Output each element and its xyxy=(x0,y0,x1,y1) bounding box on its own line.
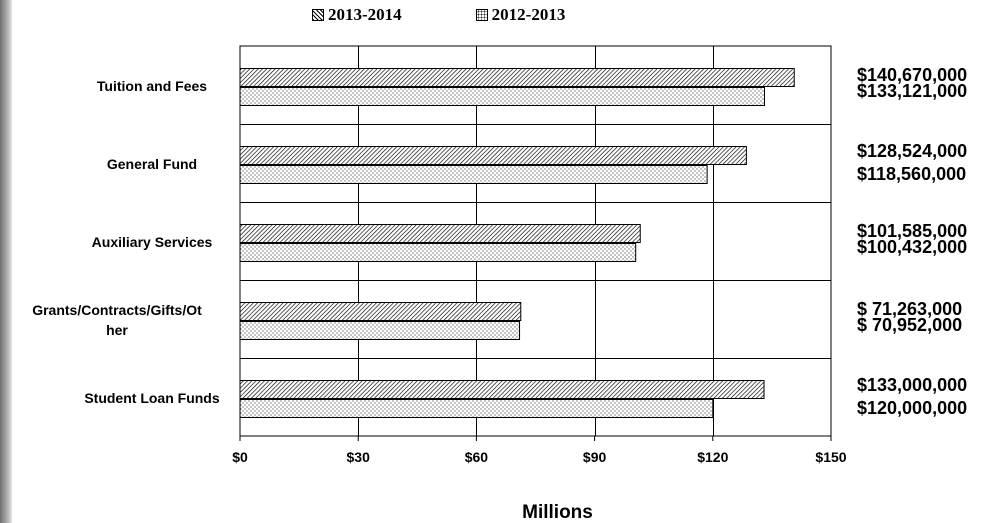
legend-label-series-1: 2013-2014 xyxy=(328,5,402,24)
bar-series-1-category-1 xyxy=(239,68,795,87)
legend-swatch-dot-icon xyxy=(475,9,488,21)
x-tick-label-1: $30 xyxy=(347,449,371,465)
value-label-series-1-category-4: $ 71,263,000 xyxy=(857,299,962,319)
legend: 2013-2014 2012-2013 xyxy=(312,4,565,26)
category-label-line: Auxiliary Services xyxy=(92,234,213,250)
category-label-line: Student Loan Funds xyxy=(84,390,220,406)
value-label-series-1-category-2: $128,524,000 xyxy=(857,141,967,161)
legend-swatch-hatch-icon xyxy=(312,9,324,21)
bar-series-2-category-5 xyxy=(239,399,714,418)
text-layer: $0 $30 $60 $90 $120 $150 Millions Tuition and F… xyxy=(32,65,967,523)
x-tick-label-4: $120 xyxy=(697,449,728,465)
bar-layer xyxy=(239,68,795,418)
left-shadow-edge xyxy=(0,0,12,523)
bar-series-2-category-2 xyxy=(239,165,708,184)
category-label-line: Grants/Contracts/Gifts/Ot xyxy=(32,302,202,318)
category-label-line: her xyxy=(106,322,128,338)
bar-series-1-category-3 xyxy=(239,224,641,243)
value-label-series-1-category-1: $140,670,000 xyxy=(857,65,967,85)
x-tick-label-2: $60 xyxy=(465,449,489,465)
value-label-series-2-category-5: $120,000,000 xyxy=(857,398,967,418)
x-tick-label-3: $90 xyxy=(583,449,607,465)
category-label-3: Auxiliary Services xyxy=(92,234,213,250)
bar-series-2-category-1 xyxy=(239,87,765,106)
category-label-5: Student Loan Funds xyxy=(84,390,220,406)
category-label-4: Grants/Contracts/Gifts/Ot her xyxy=(32,302,202,338)
value-label-series-2-category-1: $133,121,000 xyxy=(857,81,967,101)
x-tick-label-0: $0 xyxy=(232,449,248,465)
value-label-series-1-category-3: $101,585,000 xyxy=(857,221,967,241)
bar-series-1-category-4 xyxy=(239,302,522,321)
category-label-1: Tuition and Fees xyxy=(97,78,207,94)
legend-entry-series-1: 2013-2014 xyxy=(312,5,402,25)
category-label-line: Tuition and Fees xyxy=(97,78,207,94)
bar-series-2-category-4 xyxy=(239,321,521,340)
x-axis-title: Millions xyxy=(522,502,593,523)
legend-label-series-2: 2012-2013 xyxy=(491,5,566,24)
bar-series-1-category-5 xyxy=(239,380,765,399)
category-label-2: General Fund xyxy=(107,156,197,172)
value-label-series-1-category-5: $133,000,000 xyxy=(857,375,967,395)
bar-series-2-category-3 xyxy=(239,243,637,262)
bar-series-1-category-2 xyxy=(239,146,747,165)
category-label-line: General Fund xyxy=(107,156,197,172)
legend-entry-series-2: 2012-2013 xyxy=(475,5,566,25)
value-label-series-2-category-2: $118,560,000 xyxy=(857,164,966,184)
x-tick-label-5: $150 xyxy=(815,449,846,465)
value-label-series-2-category-4: $ 70,952,000 xyxy=(857,315,962,335)
value-label-series-2-category-3: $100,432,000 xyxy=(857,237,967,257)
